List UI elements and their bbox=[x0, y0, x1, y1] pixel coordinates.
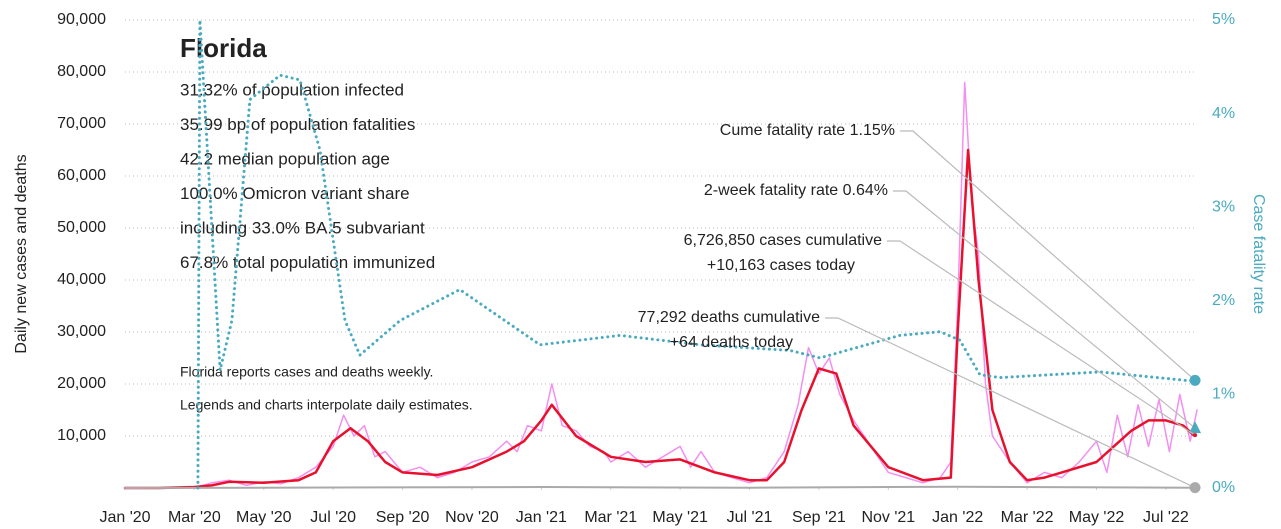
y2-tick-label: 1% bbox=[1212, 386, 1235, 403]
x-tick-label: Nov '20 bbox=[445, 509, 499, 526]
series-line bbox=[123, 148, 1195, 490]
y2-tick-label: 5% bbox=[1212, 11, 1235, 28]
y-tick-label: 60,000 bbox=[57, 167, 106, 184]
info-line: 100.0% Omicron variant share bbox=[180, 184, 410, 203]
annotation-text: 6,726,850 cases cumulative bbox=[684, 232, 882, 249]
x-tick-label: Sep '21 bbox=[792, 509, 846, 526]
y-tick-label: 40,000 bbox=[57, 271, 106, 288]
x-tick-label: Sep '20 bbox=[376, 509, 430, 526]
y-tick-label: 90,000 bbox=[57, 11, 106, 28]
leader-line bbox=[893, 190, 1196, 429]
note: Legends and charts interpolate daily est… bbox=[180, 397, 473, 413]
annotation-text: 2-week fatality rate 0.64% bbox=[704, 182, 888, 199]
x-tick-label: Mar '20 bbox=[168, 509, 221, 526]
info-line: 31.32% of population infected bbox=[180, 80, 404, 99]
end-marker bbox=[1193, 433, 1198, 438]
info-line: 42.2 median population age bbox=[180, 149, 390, 168]
end-marker bbox=[1189, 374, 1201, 386]
annotation-text: 77,292 deaths cumulative bbox=[638, 309, 820, 326]
note: Florida reports cases and deaths weekly. bbox=[180, 364, 433, 380]
end-marker bbox=[1189, 482, 1201, 494]
x-tick-label: May '21 bbox=[652, 509, 708, 526]
info-title: Florida bbox=[180, 33, 267, 63]
x-tick-label: Nov '21 bbox=[861, 509, 915, 526]
y2-tick-label: 4% bbox=[1212, 105, 1235, 122]
annotation-text: +10,163 cases today bbox=[707, 257, 855, 274]
leader-line bbox=[825, 317, 1196, 489]
x-tick-label: Jan '20 bbox=[99, 509, 150, 526]
y-tick-label: 70,000 bbox=[57, 115, 106, 132]
y2-tick-label: 3% bbox=[1212, 198, 1235, 215]
x-tick-label: Jan '22 bbox=[932, 509, 983, 526]
end-marker bbox=[1189, 421, 1202, 434]
x-tick-label: Jul '21 bbox=[727, 509, 773, 526]
x-tick-label: Jan '21 bbox=[516, 509, 567, 526]
y-tick-label: 50,000 bbox=[57, 219, 106, 236]
y2-axis-label: Case fatality rate bbox=[1250, 194, 1267, 314]
annotation-text: Cume fatality rate 1.15% bbox=[720, 122, 895, 139]
x-tick-label: Jul '20 bbox=[310, 509, 356, 526]
y-tick-label: 30,000 bbox=[57, 323, 106, 340]
annotation-text: +64 deaths today bbox=[670, 334, 793, 351]
info-line: including 33.0% BA.5 subvariant bbox=[180, 218, 425, 237]
y2-tick-label: 0% bbox=[1212, 479, 1235, 496]
leader-line bbox=[887, 240, 1196, 436]
y-tick-label: 20,000 bbox=[57, 375, 106, 392]
x-tick-label: May '22 bbox=[1069, 509, 1125, 526]
info-line: 35.99 bp of population fatalities bbox=[180, 115, 415, 134]
x-tick-label: Jul '22 bbox=[1143, 509, 1189, 526]
x-tick-label: Mar '21 bbox=[584, 509, 637, 526]
leader-line bbox=[900, 130, 1196, 381]
x-tick-label: Mar '22 bbox=[1001, 509, 1054, 526]
y-axis-label: Daily new cases and deaths bbox=[13, 154, 30, 353]
series-line bbox=[196, 18, 1197, 490]
y-tick-label: 80,000 bbox=[57, 63, 106, 80]
info-line: 67.8% total population immunized bbox=[180, 253, 435, 272]
series-line bbox=[124, 485, 1195, 489]
x-tick-label: May '20 bbox=[236, 509, 292, 526]
y2-tick-label: 2% bbox=[1212, 292, 1235, 309]
series-line bbox=[124, 81, 1198, 489]
y-tick-label: 10,000 bbox=[57, 427, 106, 444]
